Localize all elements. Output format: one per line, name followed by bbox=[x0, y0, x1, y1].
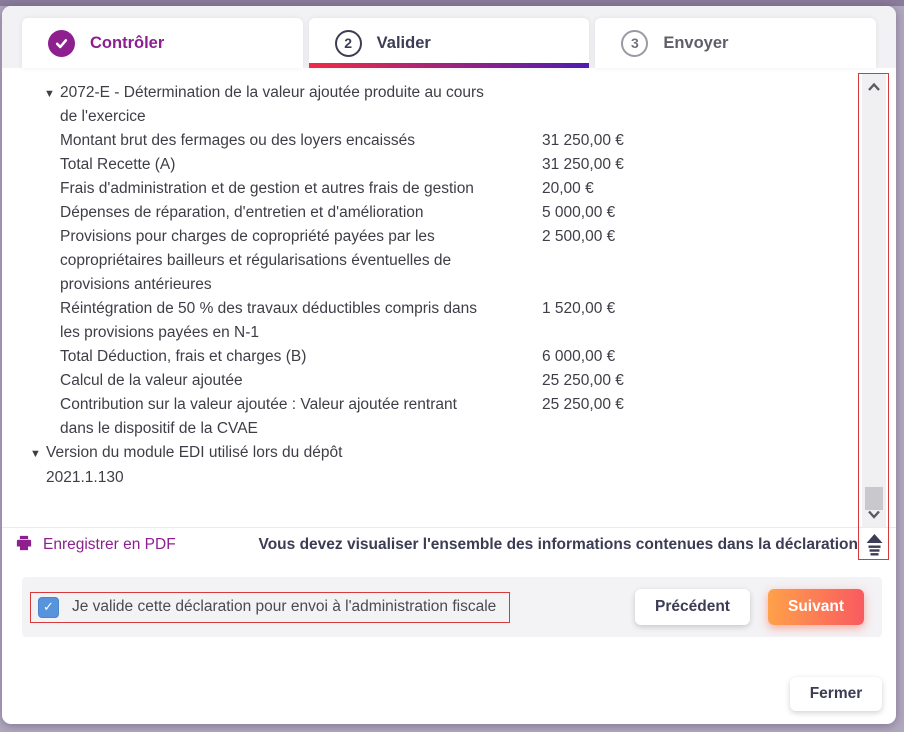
row-label: Contribution sur la valeur ajoutée : Val… bbox=[60, 396, 457, 437]
validation-notice: Vous devez visualiser l'ensemble des inf… bbox=[258, 536, 858, 553]
row-label: Total Déduction, frais et charges (B) bbox=[60, 348, 307, 365]
declaration-modal: Contrôler 2 Valider 3 Envoyer ▼ 2072-E - … bbox=[2, 6, 896, 724]
scroll-to-top-icon[interactable] bbox=[862, 531, 886, 558]
report-section: ▼ Version du module EDI utilisé lors du d… bbox=[2, 441, 896, 490]
step-done-check-icon bbox=[48, 29, 75, 57]
row-value: 25 250,00 € bbox=[542, 396, 624, 413]
collapse-triangle-icon: ▼ bbox=[30, 448, 41, 460]
row-value: 20,00 € bbox=[542, 180, 594, 197]
close-button[interactable]: Fermer bbox=[790, 677, 882, 711]
step-number-badge: 3 bbox=[621, 29, 649, 57]
row-value: 31 250,00 € bbox=[542, 132, 624, 149]
scrollbar-down-arrow-icon[interactable] bbox=[862, 503, 886, 525]
report-row: Contribution sur la valeur ajoutée : Val… bbox=[2, 393, 896, 441]
row-label: Total Recette (A) bbox=[60, 156, 176, 173]
report-row: Dépenses de réparation, d'entretien et d… bbox=[2, 201, 896, 225]
row-value: 25 250,00 € bbox=[542, 372, 624, 389]
step-label: Envoyer bbox=[663, 33, 729, 52]
report-row: Réintégration de 50 % des travaux déduct… bbox=[2, 297, 896, 345]
row-label: Réintégration de 50 % des travaux déduct… bbox=[60, 300, 478, 341]
row-value: 5 000,00 € bbox=[542, 204, 616, 221]
row-value: 1 520,00 € bbox=[542, 300, 616, 317]
validate-checkbox[interactable]: ✓ bbox=[38, 596, 59, 618]
step-valider[interactable]: 2 Valider bbox=[308, 18, 590, 68]
scrollbar-track[interactable] bbox=[862, 74, 886, 527]
scrollbar-thumb[interactable] bbox=[865, 487, 883, 510]
report-body: ▼ 2072-E - Détermination de la valeur ajo… bbox=[2, 68, 896, 527]
stepper: Contrôler 2 Valider 3 Envoyer bbox=[2, 6, 896, 68]
row-value: 31 250,00 € bbox=[542, 156, 624, 173]
step-controler[interactable]: Contrôler bbox=[22, 18, 303, 68]
action-band: ✓ Je valide cette déclaration pour envoi… bbox=[22, 577, 882, 637]
report-section: ▼ 2072-E - Détermination de la valeur ajo… bbox=[2, 81, 896, 441]
section-title: 2072-E - Détermination de la valeur ajou… bbox=[60, 84, 484, 125]
scrollbar-up-arrow-icon[interactable] bbox=[862, 76, 886, 98]
report-row: Total Recette (A) 31 250,00 € bbox=[2, 153, 896, 177]
row-value: 2 500,00 € bbox=[542, 228, 616, 245]
save-pdf-label: Enregistrer en PDF bbox=[43, 536, 176, 553]
step-number-badge: 2 bbox=[334, 29, 362, 57]
section-header[interactable]: ▼ 2072-E - Détermination de la valeur ajo… bbox=[2, 81, 896, 129]
row-label: Provisions pour charges de copropriété p… bbox=[60, 228, 452, 293]
report-row: Frais d'administration et de gestion et … bbox=[2, 177, 896, 201]
previous-button[interactable]: Précédent bbox=[635, 589, 750, 625]
next-button[interactable]: Suivant bbox=[768, 589, 864, 625]
row-label: Frais d'administration et de gestion et … bbox=[60, 180, 474, 197]
row-label: Montant brut des fermages ou des loyers … bbox=[60, 132, 415, 149]
save-pdf-link[interactable]: Enregistrer en PDF bbox=[15, 534, 176, 557]
backdrop-top-strip bbox=[0, 0, 904, 6]
annotation-box-checkbox: ✓ Je valide cette déclaration pour envoi… bbox=[30, 591, 511, 623]
report-row: Montant brut des fermages ou des loyers … bbox=[2, 129, 896, 153]
row-label: Dépenses de réparation, d'entretien et d… bbox=[60, 204, 424, 221]
collapse-triangle-icon: ▼ bbox=[44, 88, 55, 100]
pdf-bar: Enregistrer en PDF Vous devez visualiser… bbox=[2, 527, 896, 562]
report-row: 2021.1.130 bbox=[2, 466, 896, 490]
close-bar: Fermer bbox=[2, 637, 896, 711]
section-title: Version du module EDI utilisé lors du dé… bbox=[46, 444, 343, 461]
row-value: 6 000,00 € bbox=[542, 348, 616, 365]
report-row: Provisions pour charges de copropriété p… bbox=[2, 225, 896, 297]
step-envoyer[interactable]: 3 Envoyer bbox=[595, 18, 877, 68]
step-label: Valider bbox=[376, 33, 431, 52]
step-label: Contrôler bbox=[90, 33, 165, 52]
row-label: Calcul de la valeur ajoutée bbox=[60, 372, 243, 389]
row-label: 2021.1.130 bbox=[46, 469, 124, 486]
report-row: Total Déduction, frais et charges (B) 6 0… bbox=[2, 345, 896, 369]
wizard-buttons: Précédent Suivant bbox=[635, 589, 864, 625]
report-row: Calcul de la valeur ajoutée 25 250,00 € bbox=[2, 369, 896, 393]
validate-checkbox-label: Je valide cette déclaration pour envoi à… bbox=[72, 598, 497, 615]
section-header[interactable]: ▼ Version du module EDI utilisé lors du d… bbox=[2, 441, 896, 466]
printer-icon bbox=[15, 534, 33, 557]
